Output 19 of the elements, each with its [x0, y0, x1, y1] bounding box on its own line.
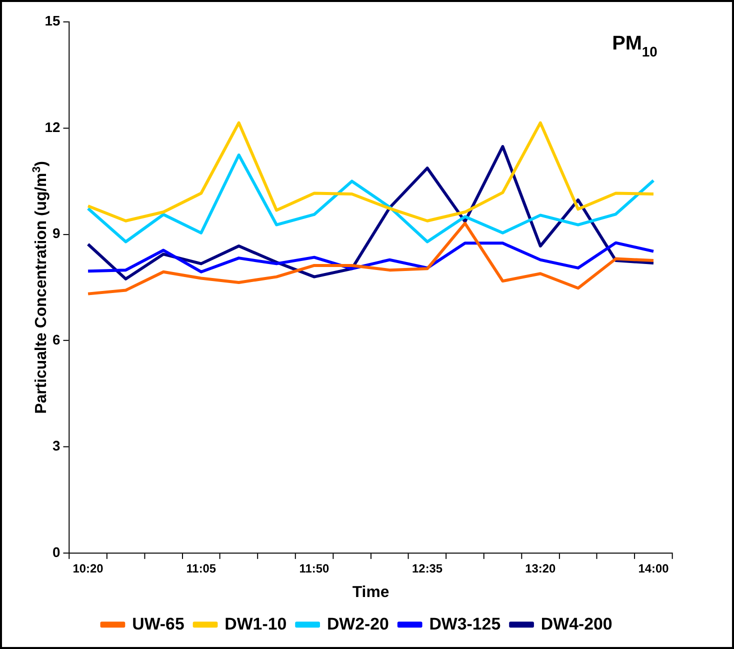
x-tick-label: 11:50 — [299, 561, 330, 576]
legend-label: DW4-200 — [540, 614, 612, 634]
x-tick-label: 12:35 — [412, 561, 443, 576]
x-tick-label: 14:00 — [638, 561, 670, 576]
x-tick-label: 13:20 — [525, 561, 556, 576]
y-tick-label: 15 — [44, 12, 61, 29]
y-tick-label: 12 — [44, 118, 61, 135]
y-tick-label: 0 — [52, 544, 61, 560]
legend-label: DW2-20 — [326, 614, 389, 634]
y-tick-label: 6 — [52, 331, 61, 348]
legend-label: DW1-10 — [224, 614, 287, 634]
y-axis-title: Particualte Concentration (ug/m3) — [31, 161, 50, 414]
x-tick-label: 10:20 — [72, 561, 104, 576]
x-axis-title: Time — [352, 584, 390, 602]
x-tick-label: 11:05 — [186, 561, 216, 576]
legend-label: DW3-125 — [429, 614, 501, 634]
legend-label: UW-65 — [132, 614, 184, 634]
y-tick-label: 3 — [52, 438, 61, 454]
y-tick-label: 9 — [52, 225, 61, 242]
